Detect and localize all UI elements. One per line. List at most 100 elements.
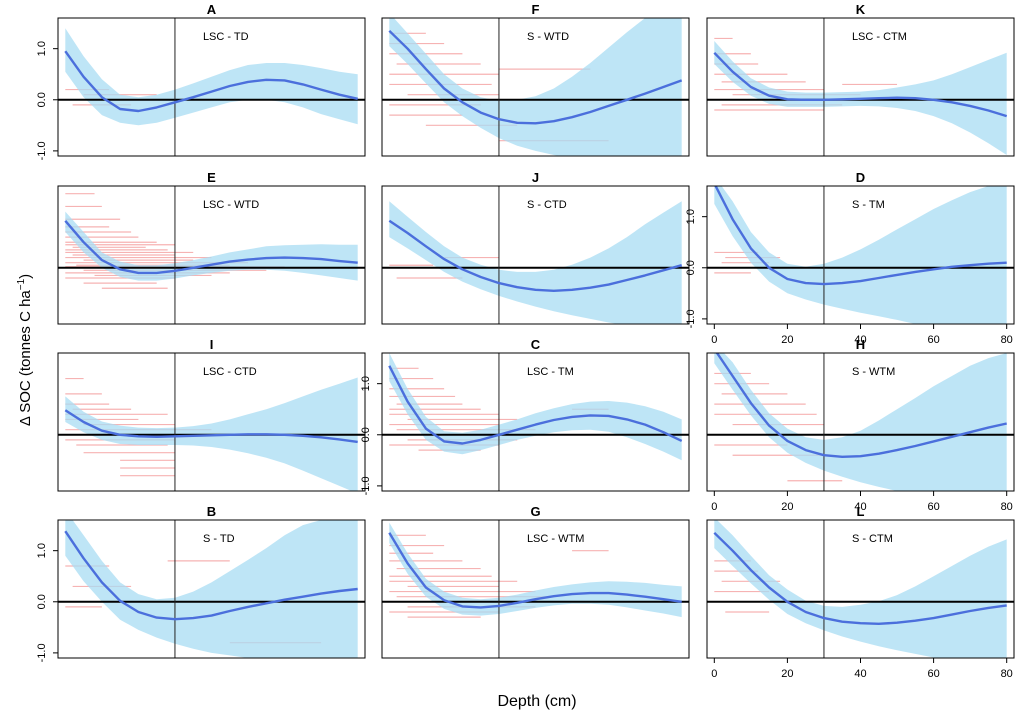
panel-h-confidence-band <box>714 353 1007 491</box>
panel-l-x-tick-label: 40 <box>854 668 866 680</box>
panel-f-frame <box>381 17 690 157</box>
panel-l-confidence-band <box>714 520 1007 658</box>
panel-i-plot-area <box>58 353 365 491</box>
panel-h-label: S - WTM <box>852 366 895 378</box>
panel-j-plot-area <box>382 186 689 324</box>
panel-l-fit-curve <box>713 531 1007 625</box>
panel-c-y-tick-label: -1.0 <box>360 476 372 495</box>
panel-f-confidence-band <box>389 18 682 156</box>
panel-c-frame <box>381 352 690 492</box>
panel-k-plot-area <box>707 18 1014 156</box>
panel-i-fit-curve <box>64 409 358 444</box>
panel-f-fit-curve <box>388 29 683 125</box>
panel-k-frame <box>706 17 1015 157</box>
panel-b-fit-curve <box>64 530 358 621</box>
panel-c-y-tick-label: 1.0 <box>360 376 372 391</box>
y-axis-label-main: Δ SOC (tonnes C ha <box>17 290 34 427</box>
panel-g-plot-area <box>382 520 689 658</box>
panel-e-plot-area <box>58 186 365 324</box>
panel-k-label: LSC - CTM <box>852 31 907 43</box>
panel-d-x-tick-label: 60 <box>927 334 939 346</box>
panel-b-frame <box>57 519 366 659</box>
panel-h-x-tick-label: 40 <box>854 501 866 513</box>
panel-g-letter: G <box>530 504 540 519</box>
panel-d-plot-area <box>707 186 1014 324</box>
panel-j-fit-curve <box>388 219 683 292</box>
panel-a-label: LSC - TD <box>203 31 249 43</box>
panel-h: H S - WTM 0 20 40 60 80 <box>706 337 1015 513</box>
panel-e-letter: E <box>207 170 216 185</box>
y-axis-label-superscript: −1 <box>16 278 27 290</box>
panel-a-letter: A <box>207 2 217 17</box>
panel-g-fit-curve <box>388 532 682 609</box>
panel-l-x-tick-label: 20 <box>781 668 793 680</box>
panel-a-y-tick-label: 0.0 <box>36 92 48 107</box>
panel-l: L S - CTM 0 20 40 60 80 <box>706 504 1015 680</box>
panel-c-letter: C <box>531 337 541 352</box>
panel-a-fit-curve <box>64 50 358 113</box>
panel-f-letter: F <box>532 2 540 17</box>
panel-b-y-tick-label: 1.0 <box>36 543 48 558</box>
panel-g-frame <box>381 519 690 659</box>
panel-b-label: S - TD <box>203 533 235 545</box>
panel-h-x-tick-label: 20 <box>781 501 793 513</box>
panel-b-confidence-band <box>65 520 358 658</box>
panel-h-x-tick-label: 0 <box>711 501 717 513</box>
panel-k-fit-curve <box>713 51 1008 118</box>
panel-k-letter: K <box>856 2 866 17</box>
panel-k: K LSC - CTM <box>706 2 1015 157</box>
panel-b-y-tick-label: -1.0 <box>36 643 48 662</box>
panel-h-x-tick-label: 80 <box>1001 501 1013 513</box>
panel-i: I LSC - CTD <box>57 337 366 492</box>
panel-d-x-tick-label: 40 <box>854 334 866 346</box>
panel-l-x-tick-label: 60 <box>927 668 939 680</box>
panel-d-letter: D <box>856 170 865 185</box>
panel-d-y-tick-label: -1.0 <box>685 309 697 328</box>
panel-c-fit-curve <box>388 365 683 445</box>
panel-h-fit-curve <box>715 353 1007 458</box>
panel-b-letter: B <box>207 504 216 519</box>
panel-grid: A LSC - TD -1.0 0.0 1.0 E LSC - WTD I LSC - CTD B… <box>36 2 1015 680</box>
panel-j-letter: J <box>532 170 539 185</box>
panel-h-plot-area <box>707 353 1014 491</box>
panel-e: E LSC - WTD <box>57 170 366 325</box>
panel-c: C LSC - TM -1.0 0.0 1.0 <box>360 337 690 495</box>
panel-f: F S - WTD <box>381 2 690 157</box>
panel-a-confidence-band <box>65 28 358 126</box>
panel-b-plot-area <box>58 520 365 658</box>
y-axis-label-close: ) <box>17 274 34 279</box>
panel-h-x-tick-label: 60 <box>927 501 939 513</box>
panel-j-confidence-band <box>389 201 682 324</box>
panel-l-x-tick-label: 80 <box>1001 668 1013 680</box>
panel-e-fit-curve <box>64 220 358 275</box>
panel-i-label: LSC - CTD <box>203 366 257 378</box>
panel-e-frame <box>57 185 366 325</box>
panel-d-confidence-band <box>714 186 1007 324</box>
panel-l-x-tick-label: 0 <box>711 668 717 680</box>
panel-e-label: LSC - WTD <box>203 199 259 211</box>
panel-e-confidence-band <box>65 211 358 281</box>
panel-d-x-tick-label: 80 <box>1001 334 1013 346</box>
panel-l-letter: L <box>857 504 865 519</box>
panel-i-letter: I <box>210 337 214 352</box>
panel-f-plot-area <box>382 18 689 156</box>
panel-j: J S - CTD <box>381 170 690 325</box>
panel-a-y-tick-label: 1.0 <box>36 41 48 56</box>
panel-a: A LSC - TD -1.0 0.0 1.0 <box>36 2 366 160</box>
panel-a-frame <box>57 17 366 157</box>
panel-d: D S - TM -1.0 0.0 1.0 0 20 40 60 80 <box>685 170 1015 346</box>
panel-g: G LSC - WTM <box>381 504 690 659</box>
panel-d-label: S - TM <box>852 199 885 211</box>
panel-b-y-tick-label: 0.0 <box>36 594 48 609</box>
panel-j-frame <box>381 185 690 325</box>
panel-g-label: LSC - WTM <box>527 533 584 545</box>
panel-b: B S - TD -1.0 0.0 1.0 <box>36 504 366 662</box>
panel-d-fit-curve <box>714 186 1007 286</box>
panel-h-letter: H <box>856 337 865 352</box>
panel-c-y-tick-label: 0.0 <box>360 427 372 442</box>
panel-a-y-tick-label: -1.0 <box>36 141 48 160</box>
x-axis-label: Depth (cm) <box>497 693 576 710</box>
panel-c-plot-area <box>382 353 689 491</box>
panel-a-plot-area <box>58 18 365 156</box>
